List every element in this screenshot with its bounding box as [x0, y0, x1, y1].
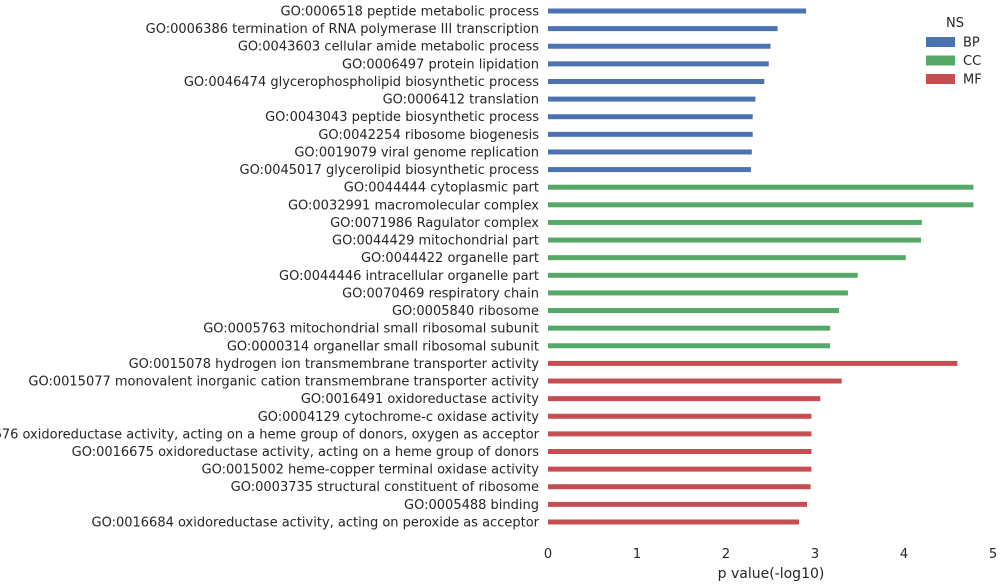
bar-16: [548, 290, 848, 296]
category-label-17: GO:0005840 ribosome: [392, 304, 539, 319]
bar-8: [548, 149, 752, 155]
x-axis-label: p value(-log10): [718, 566, 825, 582]
category-label-11: GO:0032991 macromolecular complex: [288, 198, 539, 213]
legend-label-mf: MF: [963, 73, 982, 88]
category-label-13: GO:0044429 mitochondrial part: [332, 234, 539, 249]
bar-0: [548, 8, 807, 14]
bar-24: [548, 431, 812, 437]
legend-label-cc: CC: [963, 54, 981, 69]
category-label-14: GO:0044422 organelle part: [361, 251, 539, 266]
category-label-20: GO:0015078 hydrogen ion transmembrane tr…: [129, 357, 540, 372]
category-label-9: GO:0045017 glycerolipid biosynthetic pro…: [240, 163, 540, 178]
x-tick-label-4: 4: [900, 547, 908, 562]
bar-28: [548, 501, 807, 507]
legend-swatch-cc: [926, 55, 955, 66]
bar-21: [548, 378, 842, 384]
bar-17: [548, 308, 840, 314]
bar-22: [548, 396, 821, 402]
category-label-16: GO:0070469 respiratory chain: [342, 286, 539, 301]
category-label-19: GO:0000314 organellar small ribosomal su…: [227, 339, 539, 354]
bar-20: [548, 360, 958, 366]
bar-11: [548, 202, 974, 208]
x-tick-label-1: 1: [633, 547, 641, 562]
category-labels: GO:0006518 peptide metabolic process GO:0…: [0, 5, 540, 531]
bar-18: [548, 325, 831, 331]
bar-25: [548, 449, 812, 454]
bar-9: [548, 167, 751, 173]
category-label-26: GO:0015002 heme-copper terminal oxidase …: [202, 463, 540, 478]
legend: NS BP CC MF: [926, 16, 982, 88]
bar-15: [548, 272, 858, 278]
category-label-21: GO:0015077 monovalent inorganic cation t…: [28, 375, 539, 390]
category-label-15: GO:0044446 intracellular organelle part: [279, 269, 539, 284]
category-label-2: GO:0043603 cellular amide metabolic proc…: [238, 40, 539, 55]
bar-26: [548, 466, 812, 472]
category-label-18: GO:0005763 mitochondrial small ribosomal…: [203, 322, 539, 337]
legend-label-bp: BP: [963, 36, 980, 51]
bar-13: [548, 237, 921, 243]
category-label-29: GO:0016684 oxidoreductase activity, acti…: [92, 515, 540, 530]
category-label-27: GO:0003735 structural constituent of rib…: [231, 480, 539, 495]
legend-swatch-mf: [926, 74, 955, 84]
bar-4: [548, 78, 765, 84]
x-tick-label-2: 2: [722, 547, 730, 562]
bar-3: [548, 61, 769, 67]
category-label-10: GO:0044444 cytoplasmic part: [344, 181, 539, 196]
bars-layer: [548, 8, 974, 525]
category-label-8: GO:0019079 viral genome replication: [294, 145, 539, 160]
category-label-6: GO:0043043 peptide biosynthetic process: [265, 110, 539, 125]
category-label-28: GO:0005488 binding: [404, 498, 539, 513]
bar-14: [548, 255, 906, 261]
category-label-23: GO:0004129 cytochrome-c oxidase activity: [258, 410, 540, 425]
bar-10: [548, 184, 974, 190]
x-axis: 0 1 2 3 4 5: [544, 547, 997, 562]
bar-6: [548, 114, 753, 120]
category-label-5: GO:0006412 translation: [383, 93, 539, 108]
category-label-24: GO:0016676 oxidoreductase activity, acti…: [0, 427, 540, 442]
bar-5: [548, 96, 756, 102]
category-label-12: GO:0071986 Ragulator complex: [330, 216, 539, 231]
category-label-3: GO:0006497 protein lipidation: [342, 57, 539, 72]
bar-23: [548, 413, 812, 419]
category-label-7: GO:0042254 ribosome biogenesis: [318, 128, 539, 143]
category-label-25: GO:0016675 oxidoreductase activity, acti…: [72, 445, 540, 460]
bar-29: [548, 519, 799, 525]
bar-19: [548, 343, 831, 349]
legend-swatch-bp: [926, 37, 955, 47]
category-label-0: GO:0006518 peptide metabolic process: [281, 5, 540, 20]
bar-12: [548, 219, 922, 225]
x-tick-label-3: 3: [811, 547, 819, 562]
x-tick-label-0: 0: [544, 547, 552, 562]
category-label-4: GO:0046474 glycerophospholipid biosynthe…: [184, 75, 539, 90]
bar-27: [548, 484, 811, 490]
category-label-1: GO:0006386 termination of RNA polymerase…: [146, 22, 539, 37]
bar-2: [548, 43, 771, 49]
bar-7: [548, 131, 753, 137]
bar-1: [548, 26, 778, 32]
category-label-22: GO:0016491 oxidoreductase activity: [301, 392, 539, 407]
x-tick-label-5: 5: [989, 547, 997, 562]
legend-title: NS: [946, 16, 964, 31]
